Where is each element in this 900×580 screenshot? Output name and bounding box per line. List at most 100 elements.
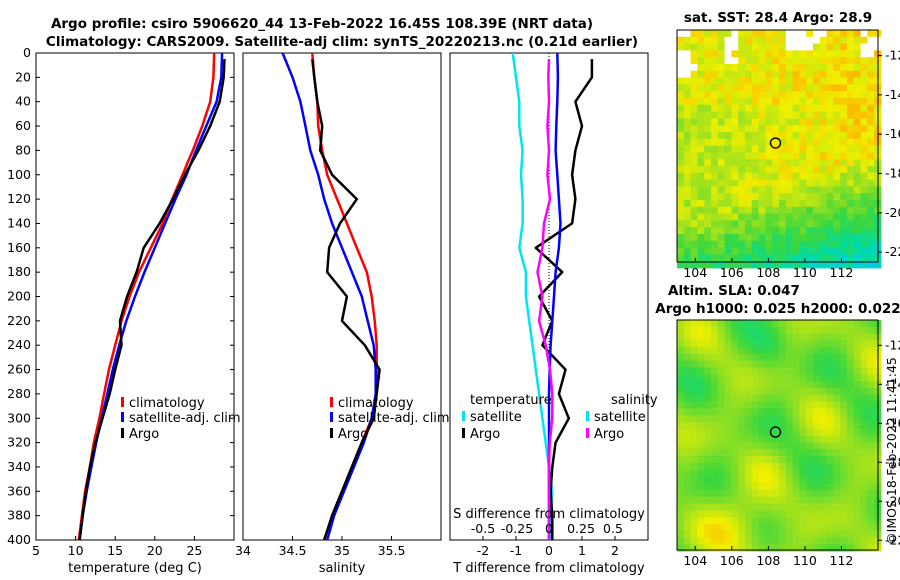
- sst-map-y-tick-label: -20: [885, 205, 900, 220]
- sla-map-cell: [819, 320, 827, 328]
- sst-map-cell: [847, 50, 855, 58]
- sst-map-cell: [779, 125, 787, 133]
- sla-map-cell: [772, 374, 780, 382]
- sst-map-cell: [697, 206, 705, 214]
- sla-map-cell: [711, 401, 719, 409]
- sst-map-cell: [758, 104, 766, 112]
- sst-map-cell: [751, 91, 759, 99]
- sla-map-cell: [758, 360, 766, 368]
- sst-map-cell: [765, 91, 773, 99]
- sla-map-cell: [677, 503, 685, 511]
- sla-map-cell: [731, 381, 739, 389]
- y-tick-label: 140: [7, 215, 31, 230]
- sla-map-cell: [779, 483, 787, 491]
- sst-map-cell: [806, 200, 814, 208]
- sla-map-cell: [840, 394, 848, 402]
- sla-map-cell: [840, 544, 848, 552]
- sla-map-cell: [799, 435, 807, 443]
- sst-map-cell: [683, 138, 691, 146]
- sst-map-cell: [819, 193, 827, 201]
- sla-map-cell: [860, 456, 868, 464]
- sla-map-cell: [867, 354, 875, 362]
- sst-map-cell: [758, 220, 766, 228]
- sst-map-cell: [738, 220, 746, 228]
- legend-diff-temp-sat-swatch: [462, 411, 465, 421]
- sst-map-cell: [779, 179, 787, 187]
- sla-map-cell: [711, 394, 719, 402]
- sla-map-cell: [717, 415, 725, 423]
- sst-map-cell: [738, 125, 746, 133]
- sla-map-cell: [847, 388, 855, 396]
- sla-map-cell: [853, 462, 861, 470]
- sst-map-cell: [731, 118, 739, 126]
- figure-title-line1: Argo profile: csiro 5906620_44 13-Feb-20…: [51, 16, 593, 32]
- sla-map-cell: [806, 422, 814, 430]
- sst-map-cell: [792, 220, 800, 228]
- sst-map-cell: [697, 186, 705, 194]
- sla-map-cell: [717, 340, 725, 348]
- sla-map-y-tick-label: -16: [885, 415, 900, 430]
- sst-map-x-tick-label: 112: [830, 265, 854, 280]
- sst-map-cell: [677, 138, 685, 146]
- y-tick-label: 380: [7, 508, 31, 523]
- legend-sal-1-swatch: [330, 412, 333, 422]
- sla-map-cell: [758, 510, 766, 518]
- sla-map-cell: [704, 517, 712, 525]
- sst-map-cell: [697, 166, 705, 174]
- legend-temp-2-swatch: [121, 428, 124, 438]
- sst-map-cell: [813, 254, 821, 262]
- sla-map-cell: [785, 517, 793, 525]
- sst-map-cell: [840, 145, 848, 153]
- sla-map-cell: [819, 394, 827, 402]
- sst-map-cell: [826, 172, 834, 180]
- sla-map-cell: [792, 490, 800, 498]
- sst-map-cell: [704, 179, 712, 187]
- sla-map-cell: [765, 381, 773, 389]
- sla-map-cell: [738, 326, 746, 334]
- sla-map-cell: [677, 367, 685, 375]
- sst-map-cell: [779, 98, 787, 106]
- sla-map-cell: [738, 388, 746, 396]
- sla-map-cell: [717, 388, 725, 396]
- sla-map-cell: [704, 320, 712, 328]
- sst-map-cell: [867, 64, 875, 72]
- y-tick-label: 120: [7, 191, 31, 206]
- sst-map-cell: [677, 111, 685, 119]
- sla-map-cell: [758, 326, 766, 334]
- sla-map-cell: [819, 544, 827, 552]
- sst-map-cell: [806, 98, 814, 106]
- sst-map-cell: [683, 172, 691, 180]
- sla-map-cell: [677, 469, 685, 477]
- sla-map-cell: [847, 340, 855, 348]
- sst-map-cell: [772, 240, 780, 248]
- sst-map-cell: [690, 77, 698, 85]
- sla-map-cell: [860, 449, 868, 457]
- sla-map-cell: [731, 408, 739, 416]
- sla-map-cell: [853, 354, 861, 362]
- sla-map-cell: [833, 524, 841, 532]
- sst-map-cell: [860, 118, 868, 126]
- sst-map-cell: [738, 57, 746, 65]
- sla-map-cell: [683, 510, 691, 518]
- sla-map-cell: [860, 517, 868, 525]
- sst-map-cell: [853, 36, 861, 44]
- sla-map-cell: [758, 462, 766, 470]
- sst-map-cell: [717, 125, 725, 133]
- sst-map-cell: [690, 98, 698, 106]
- sla-map-cell: [731, 490, 739, 498]
- sst-map-cell: [677, 179, 685, 187]
- sst-map-cell: [704, 227, 712, 235]
- sst-map-y-tick-label: -16: [885, 126, 900, 141]
- sla-map-cell: [826, 326, 834, 334]
- sla-map-cell: [683, 462, 691, 470]
- sst-map-cell: [860, 84, 868, 92]
- sst-map-cell: [867, 227, 875, 235]
- sst-map-cell: [751, 70, 759, 78]
- sst-map-cell: [772, 36, 780, 44]
- sst-map-cell: [833, 159, 841, 167]
- sst-map-cell: [751, 36, 759, 44]
- sst-map-cell: [772, 213, 780, 221]
- sla-map-cell: [813, 340, 821, 348]
- sla-map-cell: [751, 347, 759, 355]
- sla-map-y-tick-label: -22: [885, 532, 900, 547]
